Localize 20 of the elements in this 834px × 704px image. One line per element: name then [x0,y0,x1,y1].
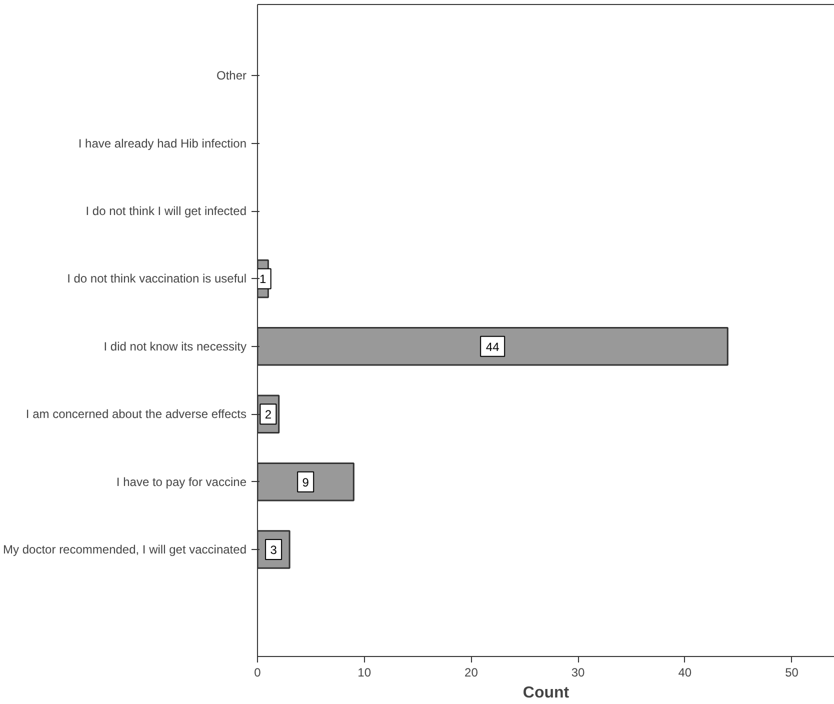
x-tick-label: 40 [678,666,692,680]
data-label: 2 [264,408,272,422]
y-tick-label: My doctor recommended, I will get vaccinated [3,542,247,557]
x-axis-title: Count [522,684,570,702]
y-tick-label: I have already had Hib infection [78,136,247,150]
data-label: 3 [270,543,278,558]
y-tick-label: I do not think I will get infected [86,204,247,218]
y-tick-label: I do not think vaccination is useful [67,272,246,286]
y-tick-label: I did not know its necessity [104,339,246,354]
y-tick-label: I am concerned about the adverse effects [26,407,247,422]
data-label: 1 [260,272,267,286]
y-tick-label: Other [216,68,247,83]
x-tick-label: 50 [785,666,799,680]
data-label: 9 [302,475,310,490]
y-tick-label: I have to pay for vaccine [116,474,247,489]
x-tick-label: 30 [571,666,586,680]
x-tick-label: 10 [358,666,372,680]
data-label: 44 [486,340,500,354]
x-tick-label: 0 [254,666,262,680]
x-tick-label: 20 [464,666,478,680]
